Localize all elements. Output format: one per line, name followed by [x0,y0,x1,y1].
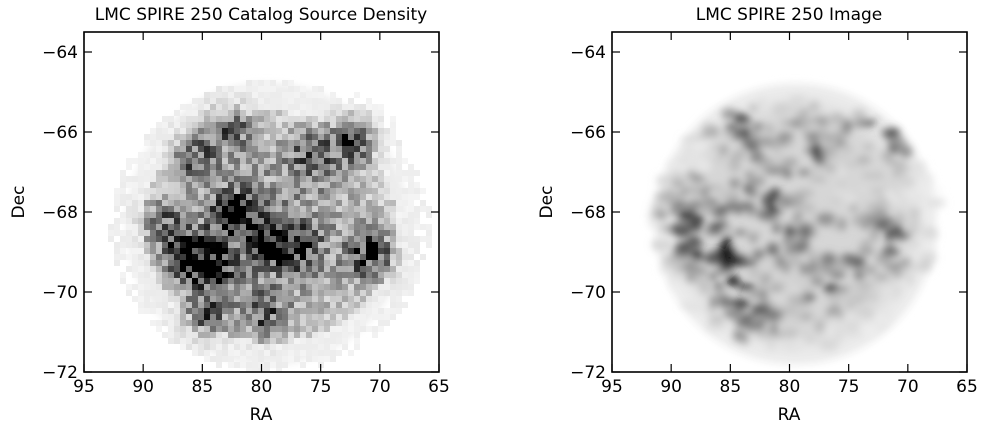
x-tick-label: 95 [601,377,623,397]
y-tick-label: −72 [42,363,78,383]
y-tick-label: −66 [570,123,606,143]
y-tick-label: −70 [42,283,78,303]
y-axis-label: Dec [537,186,557,219]
y-tick-label: −70 [570,283,606,303]
x-axis-label: RA [250,405,273,425]
axis-ticks: 95 90 85 80 75 70 65 −64 −66 −68 −70 −72 [42,32,450,397]
y-axis-label: Dec [9,186,29,219]
panel-catalog-density: LMC SPIRE 250 Catalog Source Density 95 9… [9,5,450,425]
x-tick-label: 80 [779,377,801,397]
x-tick-label: 70 [369,377,391,397]
x-tick-label: 75 [838,377,860,397]
x-tick-label: 90 [132,377,154,397]
density-bins [108,80,432,372]
y-tick-label: −64 [42,43,78,63]
dust-emission [648,94,947,351]
x-tick-label: 85 [192,377,214,397]
chart-title: LMC SPIRE 250 Catalog Source Density [95,5,427,25]
x-tick-label: 80 [251,377,273,397]
x-tick-label: 70 [897,377,919,397]
x-tick-label: 90 [660,377,682,397]
x-tick-label: 75 [310,377,332,397]
x-tick-label: 95 [73,377,95,397]
x-tick-label: 85 [720,377,742,397]
x-tick-label: 65 [428,377,450,397]
y-tick-label: −72 [570,363,606,383]
chart-title: LMC SPIRE 250 Image [696,5,883,25]
y-tick-label: −68 [42,203,78,223]
x-tick-label: 65 [956,377,978,397]
axis-ticks: 95 90 85 80 75 70 65 −64 −66 −68 −70 −72 [570,32,978,397]
panel-image: LMC SPIRE 250 Image 95 90 85 80 75 70 65 −64 −66… [537,5,978,425]
plot-area [84,32,439,372]
plot-area [612,32,967,372]
y-tick-label: −66 [42,123,78,143]
y-tick-label: −68 [570,203,606,223]
x-axis-label: RA [778,405,801,425]
y-tick-label: −64 [570,43,606,63]
